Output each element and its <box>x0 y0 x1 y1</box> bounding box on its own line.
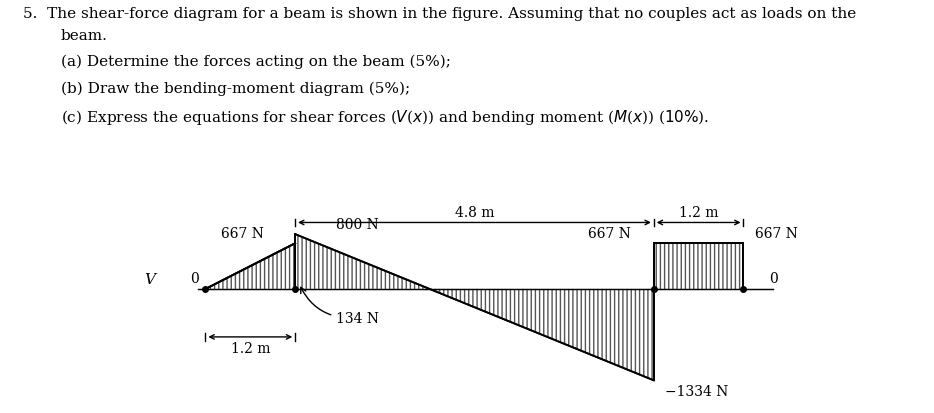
Text: 667 N: 667 N <box>221 227 264 241</box>
Text: 667 N: 667 N <box>587 227 630 241</box>
Text: −1334 N: −1334 N <box>665 385 729 399</box>
Text: beam.: beam. <box>61 28 107 43</box>
Text: 1.2 m: 1.2 m <box>679 206 718 220</box>
Polygon shape <box>430 289 654 380</box>
Text: (c) Express the equations for shear forces ($\mathit{V}$($\mathit{x}$)) and bend: (c) Express the equations for shear forc… <box>61 107 709 126</box>
Polygon shape <box>654 244 743 289</box>
Text: (b) Draw the bending-moment diagram (5%);: (b) Draw the bending-moment diagram (5%)… <box>61 81 410 95</box>
Text: (a) Determine the forces acting on the beam (5%);: (a) Determine the forces acting on the b… <box>61 55 450 69</box>
Text: 134 N: 134 N <box>301 287 379 325</box>
Text: 4.8 m: 4.8 m <box>455 206 494 220</box>
Text: V: V <box>144 272 155 286</box>
Text: 0: 0 <box>770 271 778 285</box>
Polygon shape <box>295 235 430 289</box>
Text: 667 N: 667 N <box>755 227 798 241</box>
Polygon shape <box>205 244 295 289</box>
Text: 1.2 m: 1.2 m <box>231 341 270 355</box>
Text: 5.  The shear-force diagram for a beam is shown in the figure. Assuming that no : 5. The shear-force diagram for a beam is… <box>23 7 856 21</box>
Text: 800 N: 800 N <box>336 218 379 232</box>
Text: 0: 0 <box>190 271 199 285</box>
